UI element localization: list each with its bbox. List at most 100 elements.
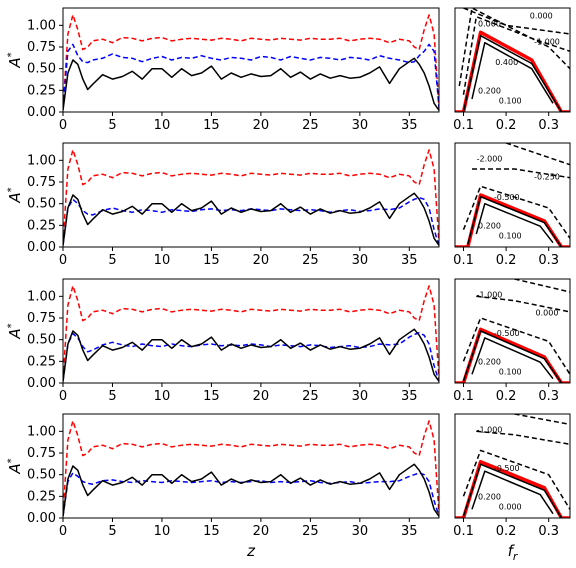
y-tick-label: 0.25 (27, 218, 56, 233)
series-line-2 (475, 202, 554, 244)
series-line-1 (462, 34, 570, 112)
x-tick-label: 25 (302, 118, 319, 133)
axes-frame (454, 278, 571, 384)
x-tick-label: 5 (108, 524, 116, 539)
series-line-0 (455, 193, 570, 247)
contour-label: 0.000 (499, 503, 522, 512)
y-tick-label: 0.25 (27, 354, 56, 369)
series-line-1 (467, 195, 563, 247)
series-line-3 (462, 185, 570, 239)
y-tick-label: 1.00 (27, 18, 56, 33)
x-tick-label: 0.2 (496, 389, 517, 404)
y-axis-label: A* (6, 458, 24, 474)
x-tick-label: 15 (203, 389, 220, 404)
contour-label: 0.400 (495, 58, 518, 67)
series-line-2 (63, 328, 439, 382)
x-tick-label: 0 (59, 389, 67, 404)
series-line-3 (458, 8, 570, 87)
x-tick-label: 0 (59, 118, 67, 133)
series-line-1 (63, 472, 439, 517)
series-line-5 (463, 8, 570, 35)
contour-label: -0.500 (494, 329, 520, 338)
x-tick-label: 20 (253, 118, 270, 133)
contour-label: 0.200 (478, 86, 501, 95)
y-tick-label: 0.50 (27, 62, 56, 77)
x-tick-label: 20 (253, 524, 270, 539)
y-axis-label: A* (6, 323, 24, 339)
x-tick-label: 0.3 (538, 118, 559, 133)
contour-label: 0.200 (478, 357, 501, 366)
series-line-4 (462, 15, 570, 95)
series-line-2 (63, 57, 439, 111)
x-tick-label: 0 (59, 253, 67, 268)
axes-frame (62, 278, 440, 384)
series-line-1 (63, 331, 439, 382)
y-tick-label: 0.25 (27, 83, 56, 98)
contour-label: 0.200 (478, 492, 501, 501)
x-tick-label: 15 (203, 524, 220, 539)
y-tick-label: 0.75 (27, 40, 56, 55)
x-tick-label: 10 (154, 524, 171, 539)
plot-area (63, 420, 439, 517)
series-line-0 (455, 30, 570, 112)
contour-label: -0.500 (494, 193, 520, 202)
panel-row2-right: -2.000 -0.500 0.200 0.100 -0.250 0.1 0.2 0.3 (453, 142, 571, 268)
series-line-2 (471, 41, 554, 104)
x-tick-label: 35 (401, 118, 418, 133)
plot-area: -1.000 -0.500 0.200 0.000 (455, 414, 570, 518)
panel-row3-right: -1.000 -0.500 0.200 0.100 0.000 0.1 0.2 0.3 (453, 278, 571, 404)
contour-label: 0.100 (499, 232, 522, 241)
plot-area (63, 14, 439, 111)
contour-label: -1.000 (477, 426, 503, 435)
series-line-0 (63, 149, 439, 243)
plot-area (63, 149, 439, 246)
y-axis-label: A* (6, 187, 24, 203)
y-tick-label: 1.00 (27, 424, 56, 439)
plot-area: 0.000 0.400 0.200 0.100 -1.000 0.000 (455, 8, 570, 112)
plot-area: -1.000 -0.500 0.200 0.100 0.000 (455, 279, 570, 383)
contour-label: 0.100 (499, 368, 522, 377)
series-line-0 (455, 459, 570, 518)
x-tick-label: 0 (59, 524, 67, 539)
axes-frame (454, 142, 571, 248)
y-tick-label: 0.25 (27, 489, 56, 504)
x-tick-label: 30 (352, 524, 369, 539)
series-line-3 (462, 317, 570, 375)
y-tick-label: 0.75 (27, 311, 56, 326)
axes-frame (454, 413, 571, 519)
contour-label: -0.250 (534, 172, 560, 181)
x-tick-label: 30 (352, 253, 369, 268)
x-tick-label: 35 (401, 389, 418, 404)
series-line-2 (63, 463, 439, 517)
x-tick-label: 0.3 (538, 524, 559, 539)
contour-label: -1.000 (477, 291, 503, 300)
y-tick-label: 0.75 (27, 446, 56, 461)
contour-label: 0.000 (536, 308, 559, 317)
x-tick-label: 10 (154, 118, 171, 133)
panel-row4-right: -1.000 -0.500 0.200 0.000 0.1 0.2 0.3 fr (453, 413, 571, 563)
series-line-4 (476, 295, 570, 313)
y-tick-label: 1.00 (27, 153, 56, 168)
x-tick-label: 10 (154, 389, 171, 404)
series-line-2 (471, 337, 554, 380)
x-tick-label: 0.3 (538, 253, 559, 268)
contour-label: 0.100 (499, 97, 522, 106)
axes-frame (62, 142, 440, 248)
x-tick-label: 20 (253, 389, 270, 404)
series-line-0 (63, 420, 439, 514)
x-tick-label: 0.1 (453, 253, 474, 268)
series-line-1 (63, 43, 439, 108)
y-tick-label: 0.50 (27, 468, 56, 483)
series-line-5 (514, 279, 570, 293)
contour-label: 0.000 (530, 11, 553, 20)
contour-label: -0.500 (494, 464, 520, 473)
plot-area: -2.000 -0.500 0.200 0.100 -0.250 (455, 143, 570, 247)
series-line-3 (462, 449, 570, 510)
panel-row4-left: 0 5 10 15 20 25 30 35 0.00 0.25 0.50 0.75 1.00 A* z (6, 413, 440, 560)
x-axis-label: fr (508, 542, 519, 563)
y-axis-label: A* (6, 52, 24, 68)
contour-label: -1.000 (534, 37, 560, 46)
x-tick-label: 30 (352, 389, 369, 404)
x-tick-label: 20 (253, 253, 270, 268)
